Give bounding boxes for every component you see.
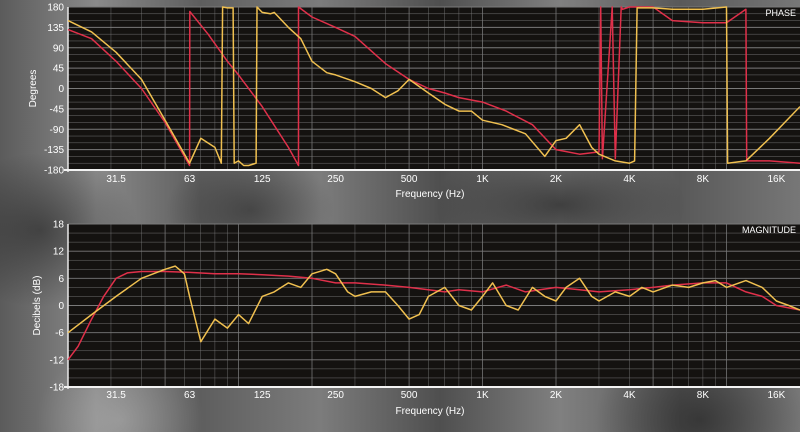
x-tick-label: 63: [184, 174, 196, 185]
x-tick-label: 1K: [476, 174, 489, 185]
phase-chart: 180 135 90 45 0 -45 -90 -135 -180 31.5 63 125 250 500…: [28, 3, 800, 200]
x-tick-label: 125: [254, 390, 271, 401]
y-tick-label: -90: [50, 125, 65, 136]
x-tick-label: 2K: [550, 390, 563, 401]
y-tick-label: -180: [44, 166, 64, 177]
magnitude-chart: 18 12 6 0 -6 -12 -18 31.5 63 125 250 500 1K 2K 4K 8K 16K…: [32, 220, 800, 417]
y-tick-labels: 18 12 6 0 -6 -12 -18: [50, 220, 65, 394]
x-tick-label: 1K: [476, 390, 489, 401]
series-line-yellow: [67, 6, 800, 167]
y-tick-label: 0: [58, 301, 64, 312]
chart-title: PHASE: [765, 8, 796, 18]
x-tick-label: 4K: [623, 390, 636, 401]
x-tick-label: 16K: [767, 390, 785, 401]
x-tick-labels: 31.5 63 125 250 500 1K 2K 4K 8K 16K: [106, 390, 785, 401]
y-tick-label: 180: [47, 3, 64, 14]
chart-title: MAGNITUDE: [742, 225, 796, 235]
y-tick-label: 135: [47, 23, 64, 34]
series-line-red: [67, 6, 800, 167]
y-tick-label: -18: [50, 383, 65, 394]
series-line-red: [67, 270, 800, 361]
y-axis-label: Decibels (dB): [32, 275, 43, 335]
x-tick-label: 125: [254, 174, 271, 185]
x-axis-label: Frequency (Hz): [396, 189, 465, 200]
x-tick-label: 4K: [623, 174, 636, 185]
x-axis-label: Frequency (Hz): [396, 406, 465, 417]
series-line-yellow: [67, 265, 800, 343]
y-tick-label: -45: [50, 104, 65, 115]
x-tick-label: 31.5: [106, 174, 126, 185]
y-axis-label: Degrees: [28, 70, 39, 108]
x-tick-label: 2K: [550, 174, 563, 185]
y-tick-label: 6: [58, 274, 64, 285]
x-tick-label: 8K: [697, 390, 710, 401]
x-tick-label: 250: [327, 174, 344, 185]
y-tick-label: 45: [53, 64, 65, 75]
x-tick-label: 500: [401, 390, 418, 401]
y-tick-label: 18: [53, 220, 65, 231]
x-tick-label: 31.5: [106, 390, 126, 401]
y-tick-labels: 180 135 90 45 0 -45 -90 -135 -180: [44, 3, 64, 177]
x-tick-labels: 31.5 63 125 250 500 1K 2K 4K 8K 16K: [106, 174, 785, 185]
x-tick-label: 500: [401, 174, 418, 185]
x-tick-label: 250: [327, 390, 344, 401]
x-tick-label: 63: [184, 390, 196, 401]
x-tick-label: 16K: [767, 174, 785, 185]
y-tick-label: -12: [50, 355, 65, 366]
horizontal-grid: [68, 223, 800, 388]
y-tick-label: -135: [44, 145, 64, 156]
y-tick-label: 0: [58, 84, 64, 95]
y-tick-label: 90: [53, 43, 65, 54]
y-tick-label: 12: [53, 247, 65, 258]
x-tick-label: 8K: [697, 174, 710, 185]
y-tick-label: -6: [55, 328, 64, 339]
